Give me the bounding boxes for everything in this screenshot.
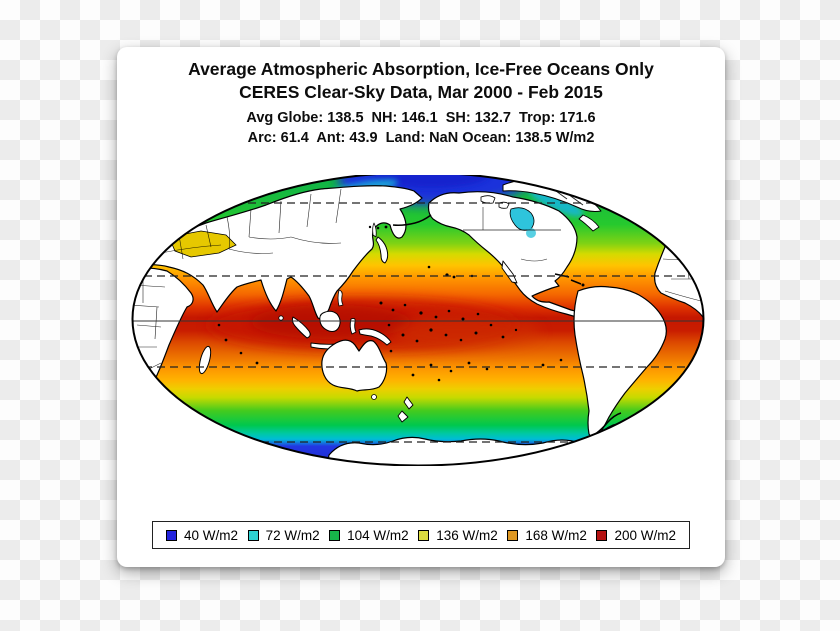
map-seas <box>168 207 536 258</box>
legend-swatch <box>329 529 341 541</box>
legend-label: 72 W/m2 <box>265 527 320 543</box>
figure-title-line1: Average Atmospheric Absorption, Ice-Free… <box>188 59 654 79</box>
legend-label: 200 W/m2 <box>614 527 676 543</box>
figure-stats-line2: Arc: 61.4 Ant: 43.9 Land: NaN Ocean: 138… <box>247 130 595 146</box>
legend-label: 168 W/m2 <box>525 527 587 543</box>
legend-swatch <box>596 529 608 541</box>
legend-swatch <box>247 529 259 541</box>
legend-item: 136 W/m2 <box>418 528 498 543</box>
legend-swatch <box>507 529 519 541</box>
legend-swatch <box>166 529 177 541</box>
legend-label: 136 W/m2 <box>436 527 498 543</box>
legend-item: 200 W/m2 <box>596 528 676 543</box>
figure-header: Average Atmospheric Absorption, Ice-Free… <box>117 58 725 148</box>
figure-card: Average Atmospheric Absorption, Ice-Free… <box>117 47 725 567</box>
legend-item: 104 W/m2 <box>329 528 409 543</box>
world-map-container <box>131 171 705 467</box>
legend-item: 168 W/m2 <box>507 528 587 543</box>
legend-label: 40 W/m2 <box>184 527 239 543</box>
legend-swatch <box>418 529 430 541</box>
legend-item: 72 W/m2 <box>247 527 320 543</box>
legend: 40 W/m2 72 W/m2 104 W/m2 136 W/m2 168 W/… <box>152 521 690 549</box>
map-islands <box>217 225 585 382</box>
figure-title-line2: CERES Clear-Sky Data, Mar 2000 - Feb 201… <box>239 82 603 102</box>
legend-item: 40 W/m2 <box>166 528 238 543</box>
figure-stats-line1: Avg Globe: 138.5 NH: 146.1 SH: 132.7 Tro… <box>246 110 596 126</box>
legend-label: 104 W/m2 <box>347 527 409 543</box>
world-map <box>131 171 705 467</box>
